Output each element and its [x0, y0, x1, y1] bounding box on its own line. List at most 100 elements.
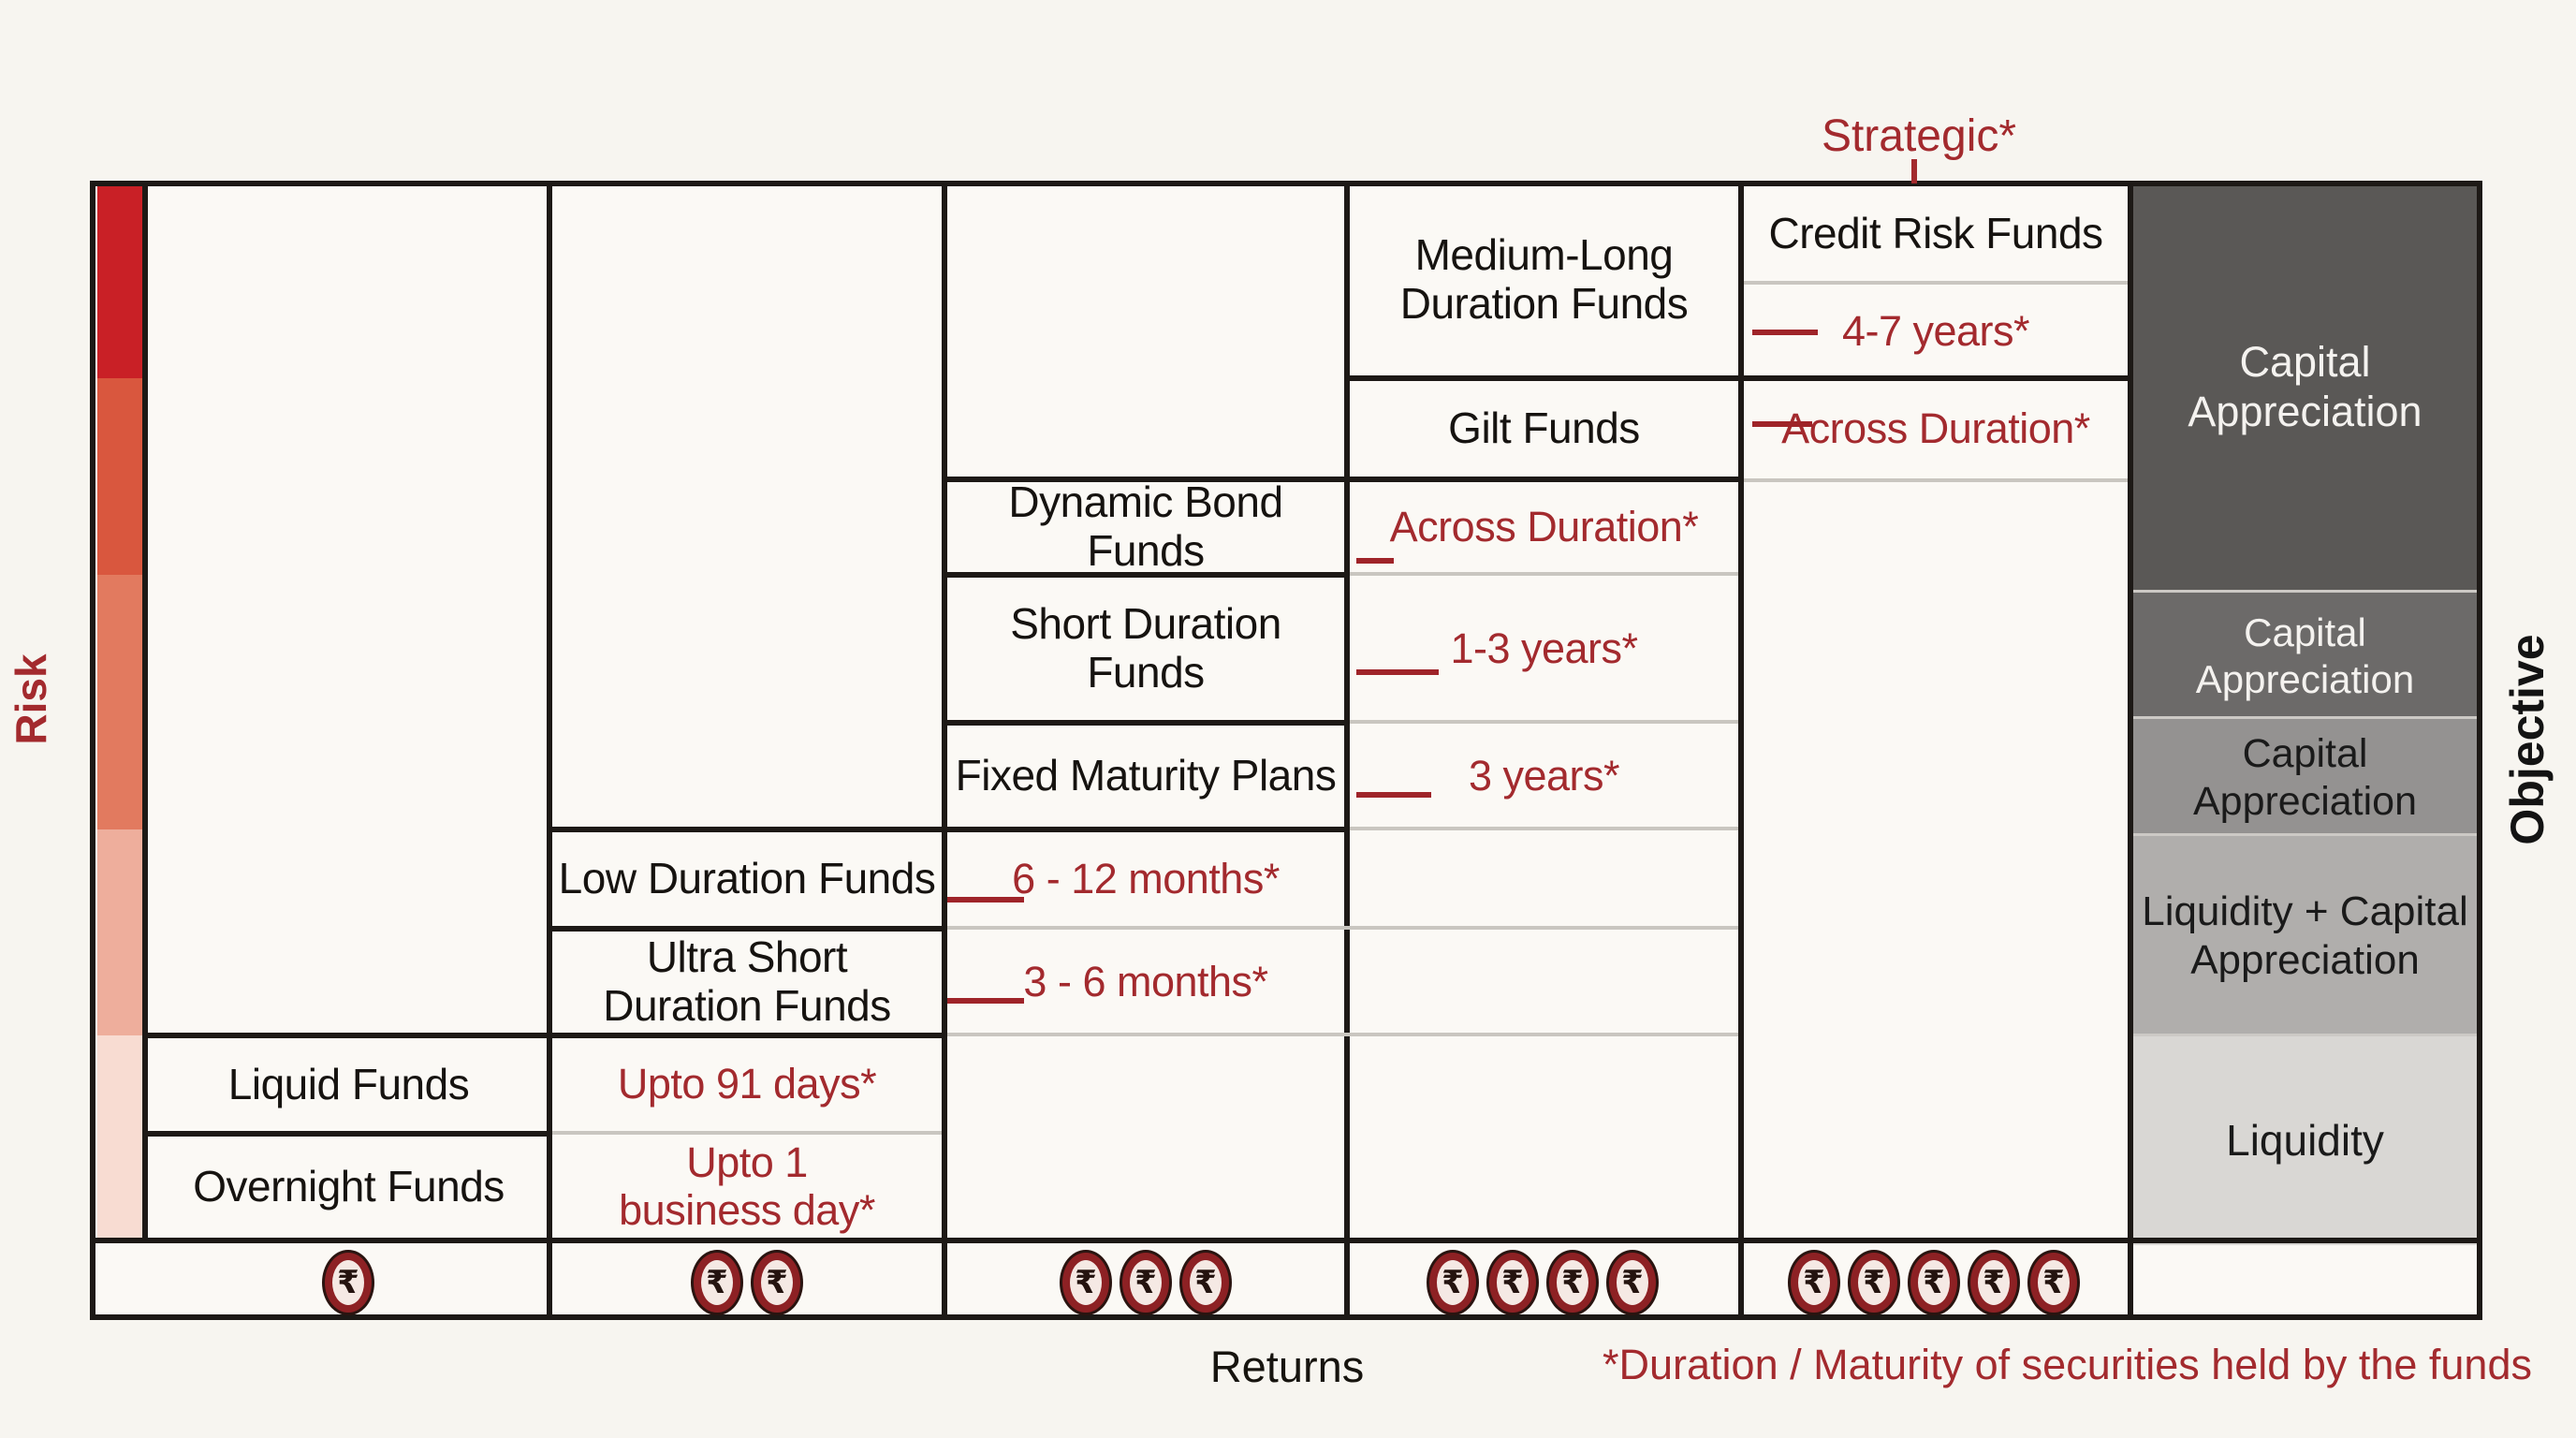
grid-line [1344, 181, 1350, 1320]
rupee-coin-icon: ₹ [1791, 1253, 1837, 1313]
rupee-symbol: ₹ [766, 1264, 788, 1301]
grid-line [90, 1238, 2482, 1243]
cell-ultra-short-duration-funds: Ultra Short Duration Funds [603, 932, 891, 1030]
grid-line [547, 181, 552, 1320]
grid-line [547, 926, 947, 932]
cell-3-years: 3 years* [1468, 751, 1620, 800]
returns-coins-column-2: ₹ ₹ [694, 1253, 800, 1313]
grid-line [942, 181, 947, 1320]
cell-1-3-years: 1-3 years* [1450, 624, 1638, 672]
cell-upto-91-days: Upto 91 days* [617, 1060, 877, 1108]
objective-band-capital-appreciation-2: Capital Appreciation [2133, 590, 2477, 719]
divider-line [1350, 827, 1738, 830]
rupee-symbol: ₹ [1803, 1264, 1825, 1301]
strategic-label: Strategic* [1821, 111, 2017, 161]
rupee-coin-icon: ₹ [2030, 1253, 2077, 1313]
grid-line [145, 1033, 947, 1038]
objective-band-label: Capital Appreciation [2195, 609, 2415, 701]
grid-line [942, 720, 1350, 726]
rupee-coin-icon: ₹ [1182, 1253, 1229, 1313]
cell-6-12-months: 6 - 12 months* [1012, 854, 1280, 902]
divider-line [947, 926, 1738, 930]
divider-line [1744, 478, 2128, 482]
rupee-symbol: ₹ [1194, 1264, 1217, 1301]
duration-underline-mark [1356, 558, 1394, 564]
objective-band-label: Capital Appreciation [2192, 730, 2418, 824]
risk-gradient-segment-5 [97, 1035, 142, 1238]
rupee-coin-icon: ₹ [1122, 1253, 1169, 1313]
rupee-symbol: ₹ [1863, 1264, 1885, 1301]
grid-line [2477, 181, 2482, 1320]
cell-4-7-years: 4-7 years* [1841, 306, 2030, 355]
grid-line [942, 477, 1744, 482]
divider-line [1350, 720, 1738, 724]
cell-liquid-funds: Liquid Funds [227, 1059, 470, 1108]
strategic-tick-mark [1911, 159, 1917, 183]
objective-band-capital-appreciation-3: Capital Appreciation [2133, 716, 2477, 836]
cell-across-duration-dynamic: Across Duration* [1389, 502, 1699, 550]
objective-band-label: Liquidity [2226, 1116, 2384, 1166]
cell-dynamic-bond-funds: Dynamic Bond Funds [1008, 477, 1283, 575]
objective-band-liquidity-capital-appreciation: Liquidity + Capital Appreciation [2133, 833, 2477, 1036]
rupee-symbol: ₹ [1561, 1264, 1584, 1301]
rupee-symbol: ₹ [1442, 1264, 1464, 1301]
rupee-symbol: ₹ [1923, 1264, 1945, 1301]
duration-underline-mark [947, 998, 1024, 1004]
risk-gradient-segment-3 [97, 575, 142, 829]
rupee-coin-icon: ₹ [1910, 1253, 1957, 1313]
rupee-coin-icon: ₹ [694, 1253, 740, 1313]
grid-line [1344, 375, 2133, 381]
rupee-coin-icon: ₹ [1489, 1253, 1536, 1313]
divider-line [1350, 572, 1738, 576]
duration-underline-mark [1356, 669, 1439, 675]
returns-coins-column-5: ₹ ₹ ₹ ₹ ₹ [1791, 1253, 2077, 1313]
rupee-symbol: ₹ [706, 1264, 728, 1301]
cell-short-duration-funds: Short Duration Funds [1010, 599, 1281, 697]
footnote-text: *Duration / Maturity of securities held … [1603, 1341, 2532, 1388]
rupee-symbol: ₹ [1983, 1264, 2005, 1301]
grid-line [142, 181, 148, 1240]
rupee-coin-icon: ₹ [1062, 1253, 1109, 1313]
grid-line [547, 827, 1350, 832]
objective-band-capital-appreciation-1: Capital Appreciation [2133, 183, 2477, 590]
cell-credit-risk-funds: Credit Risk Funds [1768, 209, 2103, 258]
rupee-coin-icon: ₹ [1851, 1253, 1897, 1313]
risk-gradient-segment-2 [97, 378, 142, 575]
risk-gradient-segment-1 [97, 183, 142, 378]
cell-overnight-funds: Overnight Funds [193, 1162, 505, 1211]
returns-coins-column-1: ₹ [325, 1253, 372, 1313]
grid-line [942, 572, 1350, 578]
rupee-symbol: ₹ [1621, 1264, 1644, 1301]
rupee-symbol: ₹ [2042, 1264, 2065, 1301]
grid-line [90, 181, 95, 1320]
rupee-coin-icon: ₹ [1429, 1253, 1476, 1313]
objective-band-label: Liquidity + Capital Appreciation [2142, 888, 2468, 983]
grid-line [90, 1314, 2482, 1320]
duration-underline-mark [1752, 421, 1812, 427]
returns-coins-column-4: ₹ ₹ ₹ ₹ [1429, 1253, 1656, 1313]
rupee-symbol: ₹ [1501, 1264, 1524, 1301]
rupee-coin-icon: ₹ [325, 1253, 372, 1313]
cell-3-6-months: 3 - 6 months* [1023, 957, 1268, 1005]
rupee-symbol: ₹ [337, 1264, 359, 1301]
rupee-coin-icon: ₹ [1549, 1253, 1596, 1313]
risk-axis-label: Risk [7, 653, 55, 745]
matrix-table-background [92, 181, 2482, 1320]
objective-axis-label: Objective [2501, 634, 2554, 845]
rupee-coin-icon: ₹ [1609, 1253, 1656, 1313]
objective-band-label: Capital Appreciation [2188, 337, 2422, 435]
returns-axis-label: Returns [1209, 1342, 1365, 1391]
cell-medium-long-duration-funds: Medium-Long Duration Funds [1399, 229, 1689, 328]
grid-line [2128, 181, 2133, 1320]
returns-coins-column-3: ₹ ₹ ₹ [1062, 1253, 1229, 1313]
cell-upto-1-business-day: Upto 1 business day* [619, 1138, 875, 1234]
cell-low-duration-funds: Low Duration Funds [558, 854, 936, 903]
duration-underline-mark [947, 897, 1024, 902]
duration-underline-mark [1752, 330, 1818, 335]
objective-band-liquidity: Liquidity [2133, 1034, 2477, 1245]
cell-across-duration-gilt: Across Duration* [1781, 404, 2090, 452]
divider-line [552, 1131, 942, 1135]
rupee-symbol: ₹ [1075, 1264, 1097, 1301]
cell-gilt-funds: Gilt Funds [1448, 404, 1640, 453]
cell-fixed-maturity-plans: Fixed Maturity Plans [955, 751, 1337, 800]
